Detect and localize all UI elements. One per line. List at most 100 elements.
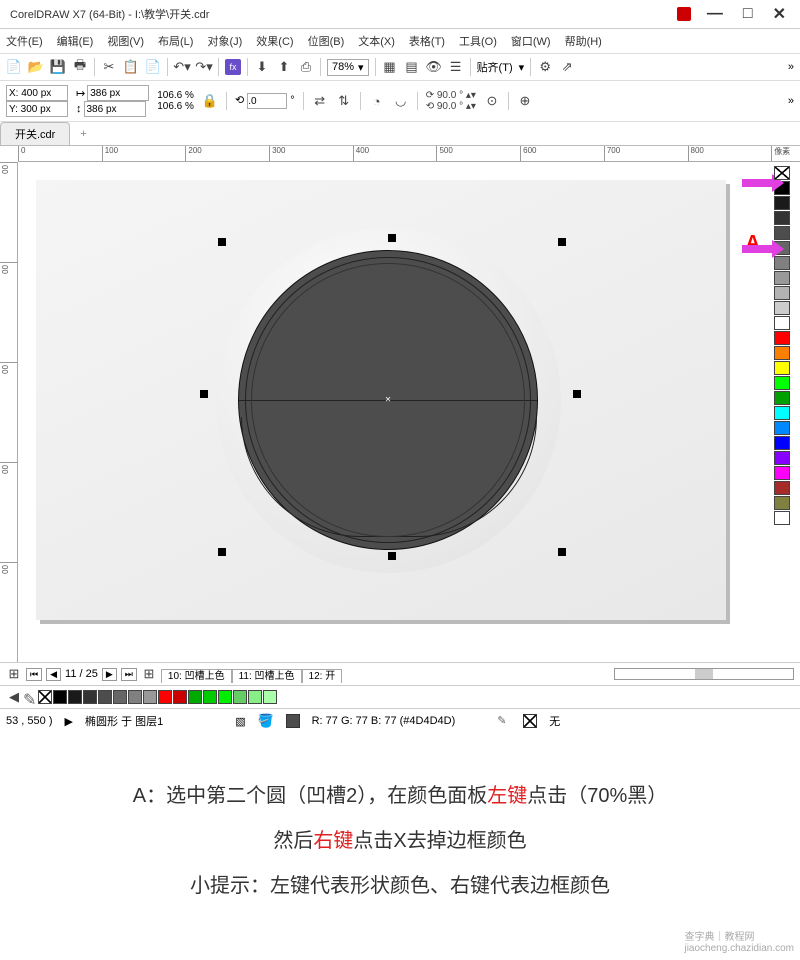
mirror-h-icon[interactable]: ⇄ bbox=[312, 93, 328, 109]
publish-icon[interactable]: ⎙ bbox=[298, 59, 314, 75]
handle-ml[interactable] bbox=[200, 390, 208, 398]
color-swatch[interactable] bbox=[774, 496, 790, 510]
color-swatch[interactable] bbox=[774, 316, 790, 330]
add-page2-icon[interactable]: ⊞ bbox=[141, 666, 157, 682]
minimize-button[interactable]: — bbox=[703, 5, 727, 23]
color-swatch[interactable] bbox=[158, 690, 172, 704]
print-icon[interactable]: 🖶 bbox=[72, 59, 88, 75]
menu-item[interactable]: 效果(C) bbox=[256, 33, 293, 49]
last-page[interactable]: ⏭ bbox=[121, 668, 137, 681]
import-icon[interactable]: ⬇ bbox=[254, 59, 270, 75]
color-swatch[interactable] bbox=[774, 271, 790, 285]
page-tab[interactable]: 10: 凹槽上色 bbox=[161, 669, 232, 683]
handle-br[interactable] bbox=[558, 548, 566, 556]
color-swatch[interactable] bbox=[774, 286, 790, 300]
menu-item[interactable]: 文本(X) bbox=[358, 33, 395, 49]
w-input[interactable] bbox=[87, 85, 149, 101]
menu-item[interactable]: 对象(J) bbox=[207, 33, 242, 49]
pie-icon[interactable]: ◔ bbox=[369, 93, 385, 109]
paste-icon[interactable]: 📄 bbox=[145, 59, 161, 75]
redo-icon[interactable]: ↷▾ bbox=[196, 59, 212, 75]
color-swatch[interactable] bbox=[774, 391, 790, 405]
launch-icon[interactable]: ⇗ bbox=[559, 59, 575, 75]
color-swatch[interactable] bbox=[68, 690, 82, 704]
color-swatch[interactable] bbox=[113, 690, 127, 704]
guides-icon[interactable]: ▤ bbox=[404, 59, 420, 75]
menu-item[interactable]: 视图(V) bbox=[107, 33, 144, 49]
h-input[interactable] bbox=[84, 101, 146, 117]
color-swatch[interactable] bbox=[143, 690, 157, 704]
handle-tm[interactable] bbox=[388, 234, 396, 242]
save-icon[interactable]: 💾 bbox=[50, 59, 66, 75]
color-swatch[interactable] bbox=[774, 226, 790, 240]
menu-item[interactable]: 表格(T) bbox=[409, 33, 445, 49]
h-scrollbar[interactable] bbox=[614, 668, 794, 680]
doc-tab[interactable]: 开关.cdr bbox=[0, 122, 70, 145]
rotation-input[interactable] bbox=[247, 93, 287, 109]
add-page-icon[interactable]: ⊞ bbox=[6, 666, 22, 682]
user-icon[interactable] bbox=[677, 7, 691, 21]
handle-tr[interactable] bbox=[558, 238, 566, 246]
grid-icon[interactable]: ▦ bbox=[382, 59, 398, 75]
maximize-button[interactable]: □ bbox=[739, 5, 757, 23]
color-swatch[interactable] bbox=[774, 361, 790, 375]
color-swatch[interactable] bbox=[774, 301, 790, 315]
flip-arc-icon[interactable]: ⊙ bbox=[484, 93, 500, 109]
menu-item[interactable]: 位图(B) bbox=[308, 33, 345, 49]
menu-item[interactable]: 布局(L) bbox=[158, 33, 193, 49]
menu-item[interactable]: 窗口(W) bbox=[511, 33, 551, 49]
copy-icon[interactable]: 📋 bbox=[123, 59, 139, 75]
handle-mr[interactable] bbox=[573, 390, 581, 398]
canvas[interactable]: × bbox=[18, 162, 764, 642]
fill-swatch[interactable] bbox=[286, 714, 300, 728]
color-swatch[interactable] bbox=[774, 466, 790, 480]
color-swatch[interactable] bbox=[774, 421, 790, 435]
undo-icon[interactable]: ↶▾ bbox=[174, 59, 190, 75]
color-swatch[interactable] bbox=[774, 211, 790, 225]
handle-bl[interactable] bbox=[218, 548, 226, 556]
menu-item[interactable]: 文件(E) bbox=[6, 33, 43, 49]
color-swatch[interactable] bbox=[774, 511, 790, 525]
convert-icon[interactable]: ⊕ bbox=[517, 93, 533, 109]
selected-ellipse[interactable]: × bbox=[238, 250, 538, 550]
y-input[interactable] bbox=[6, 101, 68, 117]
play-icon[interactable]: ▶ bbox=[64, 715, 72, 728]
mirror-v-icon[interactable]: ⇅ bbox=[336, 93, 352, 109]
prev-page[interactable]: ◀ bbox=[46, 668, 61, 681]
handle-tl[interactable] bbox=[218, 238, 226, 246]
new-tab-button[interactable]: + bbox=[72, 126, 94, 142]
opts-icon[interactable]: ☰ bbox=[448, 59, 464, 75]
arc-icon[interactable]: ◡ bbox=[393, 93, 409, 109]
first-page[interactable]: ⏮ bbox=[26, 668, 42, 681]
page-tab[interactable]: 12: 开 bbox=[302, 669, 343, 683]
fx-icon[interactable]: fx bbox=[225, 59, 241, 75]
color-swatch[interactable] bbox=[173, 690, 187, 704]
color-swatch[interactable] bbox=[53, 690, 67, 704]
color-swatch[interactable] bbox=[774, 406, 790, 420]
options-icon[interactable]: ⚙ bbox=[537, 59, 553, 75]
export-icon[interactable]: ⬆ bbox=[276, 59, 292, 75]
align-dropdown[interactable]: 贴齐(T) bbox=[477, 59, 513, 75]
color-swatch[interactable] bbox=[98, 690, 112, 704]
color-swatch[interactable] bbox=[188, 690, 202, 704]
handle-bm[interactable] bbox=[388, 552, 396, 560]
color-swatch[interactable] bbox=[128, 690, 142, 704]
bucket-icon[interactable]: 🪣 bbox=[258, 713, 274, 729]
color-swatch[interactable] bbox=[248, 690, 262, 704]
color-swatch[interactable] bbox=[203, 690, 217, 704]
open-icon[interactable]: 📂 bbox=[28, 59, 44, 75]
no-fill-swatch[interactable] bbox=[38, 690, 52, 704]
zoom-select[interactable]: 78%▾ bbox=[327, 59, 369, 76]
color-swatch[interactable] bbox=[774, 376, 790, 390]
page-tab[interactable]: 11: 凹槽上色 bbox=[232, 669, 302, 683]
menu-item[interactable]: 帮助(H) bbox=[565, 33, 602, 49]
new-icon[interactable]: 📄 bbox=[6, 59, 22, 75]
next-page[interactable]: ▶ bbox=[102, 668, 117, 681]
color-swatch[interactable] bbox=[218, 690, 232, 704]
palette-scroll-left[interactable]: ◀ bbox=[6, 689, 22, 705]
snap-icon[interactable]: 👁 bbox=[426, 59, 442, 75]
menu-item[interactable]: 工具(O) bbox=[459, 33, 497, 49]
color-swatch[interactable] bbox=[83, 690, 97, 704]
cut-icon[interactable]: ✂ bbox=[101, 59, 117, 75]
close-button[interactable]: ✕ bbox=[769, 4, 790, 24]
